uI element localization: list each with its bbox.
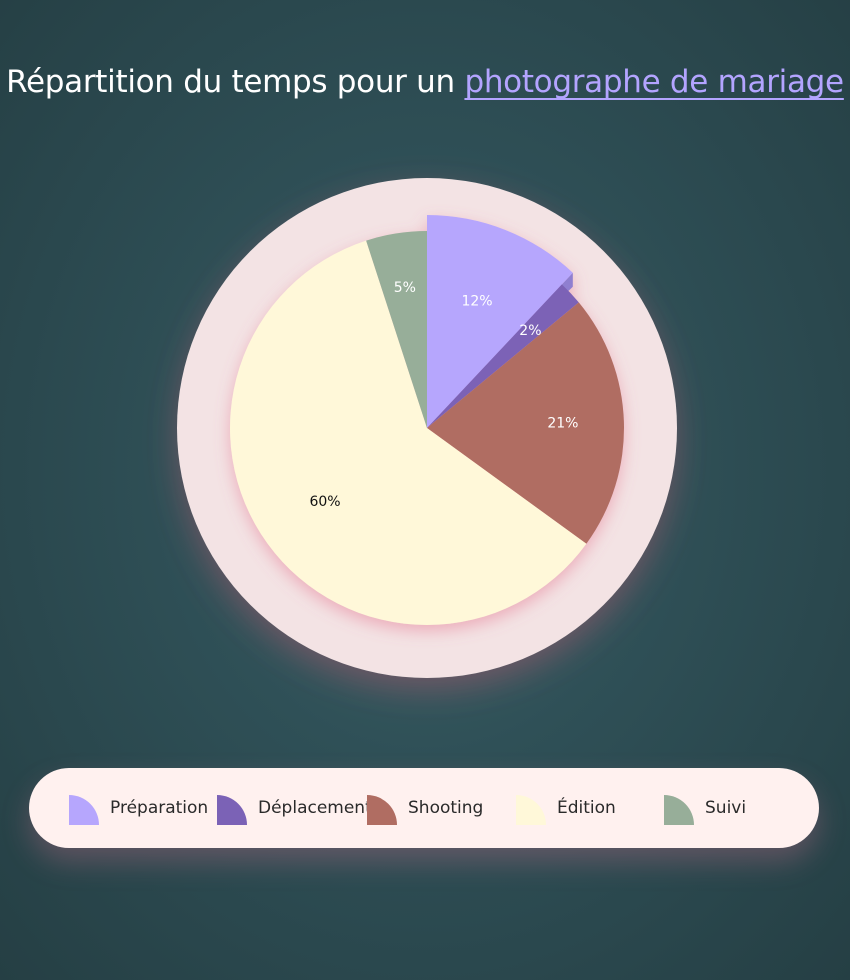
pie-slice-deplacement — [427, 284, 579, 428]
pie-slice-shooting — [427, 302, 624, 544]
pie-slice-preparation — [427, 214, 573, 428]
legend-swatch-shape — [516, 795, 546, 825]
legend-label: Préparation — [110, 798, 209, 818]
pie-slice-edition — [230, 240, 587, 625]
pie-chart: 12% 2% 21% 60% 5% — [177, 178, 677, 678]
data-label-edition: 60% — [309, 494, 340, 510]
legend-swatch-shooting — [367, 795, 397, 825]
legend-swatch-suivi — [664, 795, 694, 825]
data-label-preparation: 12% — [461, 294, 492, 310]
pie-slices — [230, 214, 624, 625]
chart-title: Répartition du temps pour un photographe… — [0, 64, 850, 100]
data-label-deplacement: 2% — [519, 323, 541, 339]
legend-label: Édition — [557, 798, 616, 818]
legend-swatch-shape — [664, 795, 694, 825]
legend-swatch-shape — [367, 795, 397, 825]
pie-data-labels: 12% 2% 21% 60% 5% — [309, 280, 578, 510]
data-label-shooting: 21% — [547, 416, 578, 432]
data-label-suivi: 5% — [394, 280, 416, 296]
title-highlight: photographe de mariage — [464, 64, 844, 100]
legend: Préparation Déplacement Shooting Édition… — [29, 768, 819, 848]
legend-swatch-shape — [217, 795, 247, 825]
legend-swatch-preparation — [69, 795, 99, 825]
legend-label: Déplacement — [258, 798, 372, 818]
legend-swatch-edition — [516, 795, 546, 825]
legend-swatch-deplacement — [217, 795, 247, 825]
legend-label: Shooting — [408, 798, 484, 818]
pie-slice-suivi — [366, 231, 427, 428]
legend-label: Suivi — [705, 798, 747, 818]
title-prefix: Répartition du temps pour un — [6, 64, 465, 100]
legend-swatch-shape — [69, 795, 99, 825]
